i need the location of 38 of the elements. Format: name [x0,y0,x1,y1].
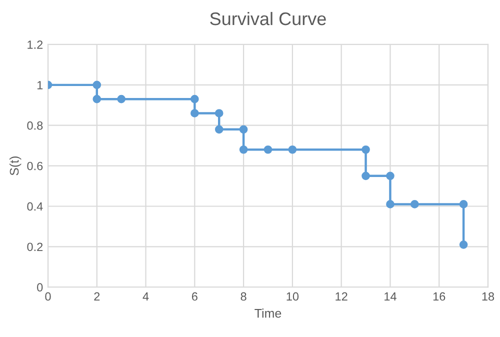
point [214,125,224,134]
point [288,145,297,154]
x-tick-label: 4 [142,292,149,301]
point [459,200,468,208]
x-tick-label: 16 [433,292,446,301]
x-tick-label: 6 [192,292,198,301]
x-tick-label: 10 [286,292,299,301]
y-tick-label: 1.2 [28,40,43,49]
y-tick-label: 0.6 [27,162,43,170]
y-tick-label: 0.8 [27,121,43,130]
chart-title: Survival Curve [210,12,326,26]
point [362,145,370,154]
x-tick-label: 12 [336,292,348,301]
point [362,172,370,180]
point [410,200,419,208]
point [190,94,199,104]
y-tick-label: 1 [37,81,43,90]
point [117,94,126,104]
point [214,109,224,118]
point [239,125,248,134]
y-tick-label: 0.4 [27,202,43,211]
y-tick-label: 0.2 [27,242,43,252]
point [190,109,199,118]
y-axis-title: S(t) [10,156,22,176]
x-tick-label: 14 [384,292,396,301]
y-tick-label: 0 [37,283,43,292]
point [386,200,394,208]
point [92,94,102,104]
x-axis-title: Time [254,308,282,318]
point [239,145,248,154]
x-tick-label: 18 [482,292,494,301]
x-tick-label: 2 [94,292,100,301]
point [264,145,272,154]
point [92,80,102,90]
point [459,240,468,249]
x-tick-label: 0 [45,292,51,301]
x-tick-label: 8 [240,292,246,301]
point [386,172,394,180]
